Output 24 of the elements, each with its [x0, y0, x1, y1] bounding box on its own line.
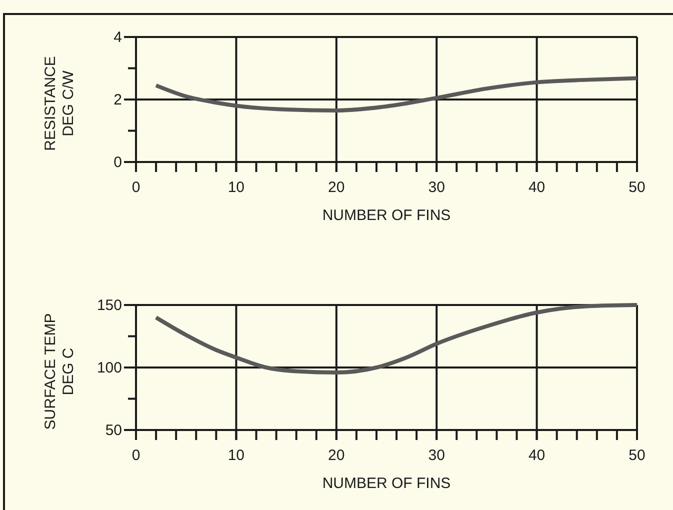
x-tick-label: 50: [628, 447, 646, 464]
y-tick-label: 50: [105, 422, 122, 439]
x-axis-title: NUMBER OF FINS: [322, 207, 451, 224]
x-tick-label: 20: [328, 447, 345, 464]
x-tick-label: 0: [132, 179, 140, 196]
y-axis-title: SURFACE TEMP DEG C: [42, 313, 77, 430]
x-tick-label: 0: [132, 447, 140, 464]
y-tick-label: 4: [114, 29, 122, 46]
y-tick-label: 100: [96, 360, 122, 376]
line-series: [154, 76, 639, 112]
x-tick-label: 40: [528, 179, 546, 196]
x-tick-label: 30: [428, 447, 445, 464]
x-axis-title: NUMBER OF FINS: [322, 475, 451, 492]
x-tick-label: 10: [228, 179, 245, 196]
line-series: [154, 303, 639, 374]
x-tick-label: 10: [228, 447, 245, 464]
x-tick-label: 50: [628, 179, 646, 196]
y-tick-label: 150: [96, 297, 122, 314]
x-tick-label: 30: [428, 179, 445, 196]
y-tick-label: 0: [114, 154, 122, 171]
y-tick-label: 2: [114, 92, 122, 108]
x-tick-label: 20: [328, 179, 345, 196]
x-tick-label: 40: [528, 447, 546, 464]
y-axis-title: RESISTANCE DEG C/W: [42, 56, 77, 151]
